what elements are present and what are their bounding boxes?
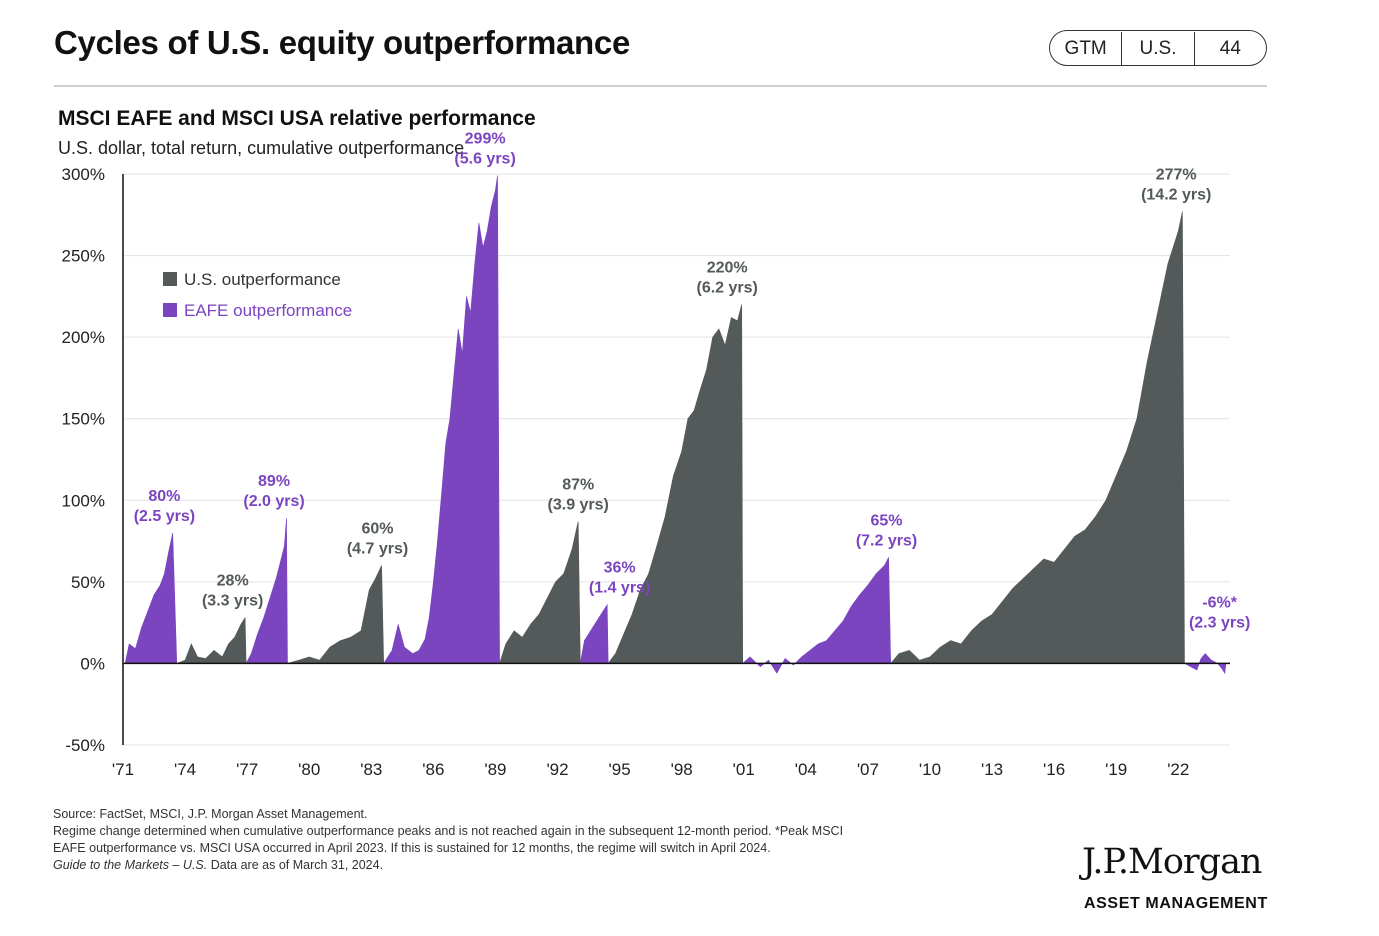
peak-label: 36% xyxy=(604,560,636,577)
duration-label: (1.4 yrs) xyxy=(589,580,650,597)
area-segment xyxy=(579,603,609,664)
footnote-peak: EAFE outperformance vs. MSCI USA occurre… xyxy=(53,841,771,855)
duration-label: (14.2 yrs) xyxy=(1141,187,1211,204)
peak-label: 277% xyxy=(1156,167,1197,184)
x-tick-label: '01 xyxy=(733,760,755,779)
x-tick-label: '89 xyxy=(484,760,506,779)
x-tick-label: '83 xyxy=(360,760,382,779)
legend-swatch xyxy=(163,303,177,317)
y-tick-label: 300% xyxy=(62,165,105,184)
area-segment xyxy=(124,532,178,664)
peak-label: 28% xyxy=(217,573,249,590)
area-segment xyxy=(499,521,581,664)
x-tick-label: '71 xyxy=(112,760,134,779)
y-tick-label: -50% xyxy=(65,736,105,755)
y-tick-label: 150% xyxy=(62,410,105,429)
x-tick-label: '86 xyxy=(422,760,444,779)
peak-label: 89% xyxy=(258,473,290,490)
peak-label: -6%* xyxy=(1202,594,1237,611)
x-tick-label: '80 xyxy=(298,760,320,779)
x-tick-label: '77 xyxy=(236,760,258,779)
jpmorgan-logo: J.P.Morgan xyxy=(1082,842,1262,882)
chart: -50% 0% 50% 100% 150% 200% 250% 300% '71 '74 '77 '8… xyxy=(62,131,1251,779)
y-tick-label: 50% xyxy=(71,573,105,592)
title-divider xyxy=(54,85,1267,87)
duration-label: (2.0 yrs) xyxy=(243,493,304,510)
legend-label: U.S. outperformance xyxy=(184,270,341,289)
x-tick-label: '95 xyxy=(609,760,631,779)
gtm-badge: GTM U.S. 44 xyxy=(1049,30,1267,66)
area-segment xyxy=(890,211,1185,664)
footnote-regime: Regime change determined when cumulative… xyxy=(53,824,844,838)
chart-title: MSCI EAFE and MSCI USA relative performa… xyxy=(58,107,536,130)
x-tick-label: '98 xyxy=(671,760,693,779)
area-segment xyxy=(741,557,892,674)
x-tick-label: '10 xyxy=(919,760,941,779)
area-segment xyxy=(176,616,247,664)
duration-label: (5.6 yrs) xyxy=(454,151,515,168)
peak-label: 65% xyxy=(871,512,903,529)
y-tick-label: 250% xyxy=(62,247,105,266)
x-tick-label: '13 xyxy=(981,760,1003,779)
footnote-date-text: Data are as of March 31, 2024. xyxy=(207,858,384,872)
badge-gtm: GTM xyxy=(1064,37,1107,59)
duration-label: (2.5 yrs) xyxy=(134,508,195,525)
duration-label: (7.2 yrs) xyxy=(856,532,917,549)
footnote-guide-title: Guide to the Markets – U.S. xyxy=(53,858,208,872)
peak-label: 299% xyxy=(465,131,506,148)
peak-label: 87% xyxy=(562,476,594,493)
duration-label: (4.7 yrs) xyxy=(347,541,408,558)
asset-management-label: ASSET MANAGEMENT xyxy=(1084,895,1268,912)
area-segment xyxy=(287,565,385,664)
area-segment xyxy=(245,518,288,664)
peak-label: 60% xyxy=(361,521,393,538)
x-tick-label: '04 xyxy=(795,760,817,779)
y-tick-label: 0% xyxy=(80,654,105,673)
legend-label: EAFE outperformance xyxy=(184,301,352,320)
badge-page-number: 44 xyxy=(1193,31,1266,65)
footnote-data-date: Guide to the Markets – U.S. Data are as … xyxy=(53,857,1093,874)
y-tick-label: 200% xyxy=(62,328,105,347)
duration-label: (3.3 yrs) xyxy=(202,593,263,610)
duration-label: (3.9 yrs) xyxy=(548,496,609,513)
x-tick-label: '16 xyxy=(1043,760,1065,779)
x-tick-label: '74 xyxy=(174,760,196,779)
area-segment xyxy=(383,175,500,664)
x-tick-label: '92 xyxy=(546,760,568,779)
x-tick-label: '07 xyxy=(857,760,879,779)
peak-label: 80% xyxy=(148,488,180,505)
peak-label: 220% xyxy=(707,260,748,277)
chart-subtitle: U.S. dollar, total return, cumulative ou… xyxy=(58,138,465,158)
badge-region: U.S. xyxy=(1121,31,1193,65)
footnote-source: Source: FactSet, MSCI, J.P. Morgan Asset… xyxy=(53,807,368,821)
page-title: Cycles of U.S. equity outperformance xyxy=(54,24,630,61)
legend-swatch xyxy=(163,272,177,286)
footnotes: Source: FactSet, MSCI, J.P. Morgan Asset… xyxy=(53,806,1093,874)
area-segment xyxy=(607,304,744,664)
x-tick-label: '19 xyxy=(1105,760,1127,779)
y-tick-label: 100% xyxy=(62,491,105,510)
x-tick-label: '22 xyxy=(1167,760,1189,779)
duration-label: (2.3 yrs) xyxy=(1189,614,1250,631)
duration-label: (6.2 yrs) xyxy=(697,280,758,297)
